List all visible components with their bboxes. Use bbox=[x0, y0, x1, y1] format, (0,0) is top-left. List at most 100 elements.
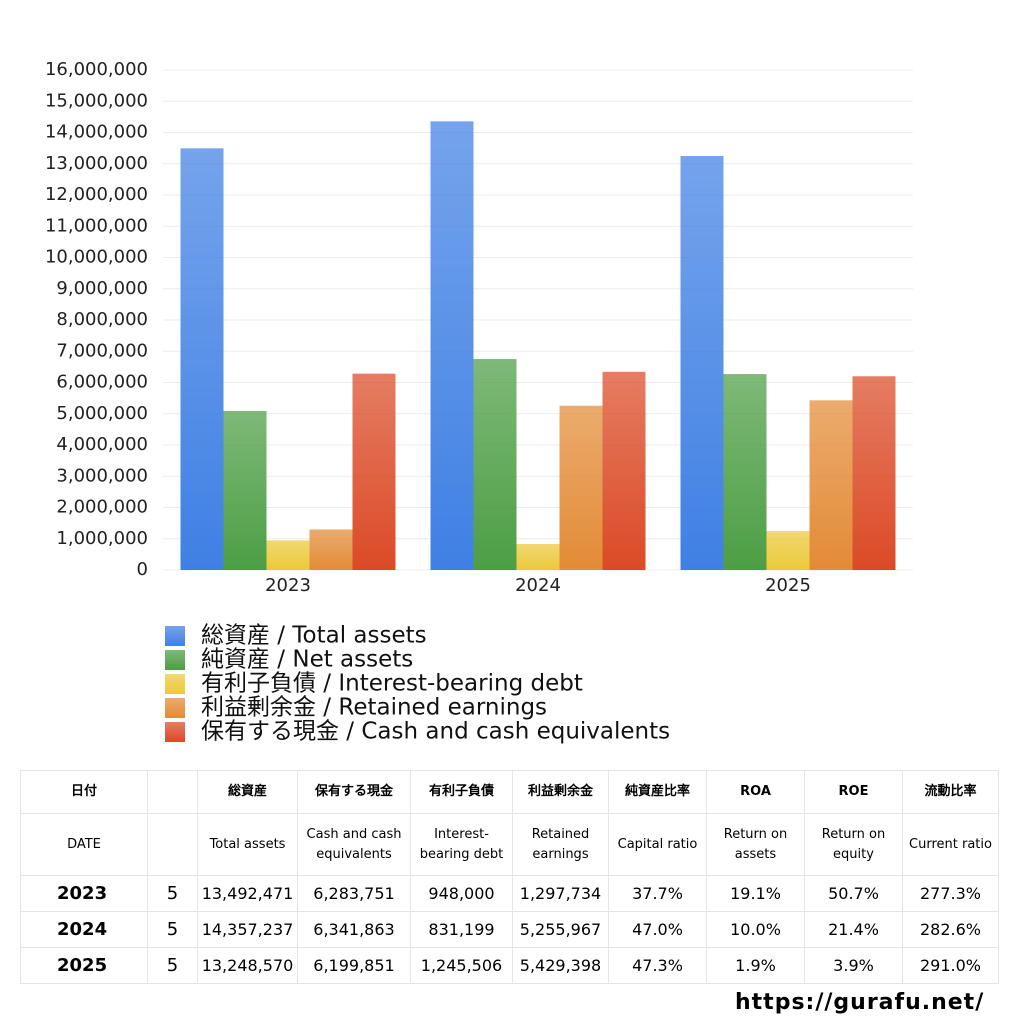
y-tick-label: 12,000,000 bbox=[45, 184, 148, 205]
table-cell: 831,199 bbox=[410, 911, 513, 948]
table-cell: 日付 bbox=[20, 770, 148, 814]
table-cell: 37.7% bbox=[608, 875, 707, 912]
legend-swatch bbox=[165, 698, 185, 718]
table-cell: Capital ratio bbox=[608, 813, 707, 876]
table-cell: 純資産比率 bbox=[608, 770, 707, 814]
table-cell: 3.9% bbox=[804, 947, 903, 984]
bar bbox=[852, 376, 896, 570]
y-tick-label: 2,000,000 bbox=[56, 497, 148, 518]
table-cell: 21.4% bbox=[804, 911, 903, 948]
table-cell: 1,245,506 bbox=[410, 947, 513, 984]
table-row: 2025 5 13,248,570 6,199,851 1,245,506 5,429,3… bbox=[20, 947, 999, 984]
data-table: 日付 総資産 保有する現金 有利子負債 利益剰余金 純資産比率 ROA ROE 流動比率 DATE… bbox=[20, 770, 999, 984]
table-cell: 5 bbox=[147, 947, 198, 984]
table-cell: Return on assets bbox=[706, 813, 805, 876]
bar bbox=[766, 531, 810, 570]
y-tick-label: 1,000,000 bbox=[56, 528, 148, 549]
table-cell: Return on equity bbox=[804, 813, 903, 876]
table-cell: 総資産 bbox=[197, 770, 298, 814]
bar bbox=[352, 373, 396, 570]
bar bbox=[473, 359, 517, 570]
bar bbox=[266, 540, 310, 570]
table-cell: 277.3% bbox=[902, 875, 999, 912]
y-tick-label: 5,000,000 bbox=[56, 403, 148, 424]
legend-swatch bbox=[165, 722, 185, 742]
bar bbox=[723, 374, 767, 570]
table-cell: 2023 bbox=[20, 875, 148, 912]
table-cell: 2025 bbox=[20, 947, 148, 984]
table-row: DATE Total assets Cash and cash equivalent… bbox=[20, 813, 999, 876]
bar bbox=[680, 155, 724, 571]
table-row: 日付 総資産 保有する現金 有利子負債 利益剰余金 純資産比率 ROA ROE 流動比率 bbox=[20, 770, 999, 814]
y-tick-label: 10,000,000 bbox=[45, 247, 148, 268]
table-cell: 2024 bbox=[20, 911, 148, 948]
bar bbox=[516, 544, 560, 570]
table-cell: ROE bbox=[804, 770, 903, 814]
legend-swatch bbox=[165, 650, 185, 670]
y-tick-label: 0 bbox=[137, 559, 148, 580]
legend-label: 保有する現金 / Cash and cash equivalents bbox=[201, 719, 670, 745]
table-cell: 6,199,851 bbox=[297, 947, 411, 984]
table-cell: 6,341,863 bbox=[297, 911, 411, 948]
table-cell: Total assets bbox=[197, 813, 298, 876]
table-row: 2024 5 14,357,237 6,341,863 831,199 5,255,967… bbox=[20, 911, 999, 948]
table-cell: 13,248,570 bbox=[197, 947, 298, 984]
legend-swatch bbox=[165, 674, 185, 694]
table-row: 2023 5 13,492,471 6,283,751 948,000 1,297,734… bbox=[20, 875, 999, 912]
table-cell: 14,357,237 bbox=[197, 911, 298, 948]
table-cell: 13,492,471 bbox=[197, 875, 298, 912]
table-cell: 5,429,398 bbox=[512, 947, 609, 984]
table-cell: Retained earnings bbox=[512, 813, 609, 876]
y-tick-label: 9,000,000 bbox=[56, 278, 148, 299]
table-cell: 流動比率 bbox=[902, 770, 999, 814]
legend-label: 利益剰余金 / Retained earnings bbox=[201, 695, 547, 721]
table-cell: Current ratio bbox=[902, 813, 999, 876]
table-cell: 10.0% bbox=[706, 911, 805, 948]
table-cell: 50.7% bbox=[804, 875, 903, 912]
y-tick-label: 11,000,000 bbox=[45, 215, 148, 236]
chart: 0 1,000,000 2,000,000 3,000,000 4,000,000 5,0… bbox=[45, 59, 913, 745]
bar bbox=[809, 400, 853, 570]
y-tick-label: 4,000,000 bbox=[56, 434, 148, 455]
y-tick-label: 15,000,000 bbox=[45, 90, 148, 111]
table-cell: 保有する現金 bbox=[297, 770, 411, 814]
bar bbox=[180, 148, 224, 570]
table-cell: 5 bbox=[147, 875, 198, 912]
table-cell: 有利子負債 bbox=[410, 770, 513, 814]
table-cell: 5,255,967 bbox=[512, 911, 609, 948]
y-tick-label: 14,000,000 bbox=[45, 122, 148, 143]
y-tick-label: 16,000,000 bbox=[45, 59, 148, 80]
y-tick-label: 8,000,000 bbox=[56, 309, 148, 330]
x-tick-label: 2025 bbox=[765, 575, 811, 596]
table-cell: 47.3% bbox=[608, 947, 707, 984]
bar bbox=[430, 121, 474, 571]
table-cell: 利益剰余金 bbox=[512, 770, 609, 814]
table-cell: 282.6% bbox=[902, 911, 999, 948]
footer-url: https://gurafu.net/ bbox=[735, 990, 985, 1015]
table-cell: Interest-bearing debt bbox=[410, 813, 513, 876]
table-cell: Cash and cash equivalents bbox=[297, 813, 411, 876]
table-cell: 291.0% bbox=[902, 947, 999, 984]
y-tick-label: 13,000,000 bbox=[45, 153, 148, 174]
table-cell bbox=[147, 813, 198, 876]
bar bbox=[559, 405, 603, 570]
table-cell: 1.9% bbox=[706, 947, 805, 984]
legend-label: 総資産 / Total assets bbox=[201, 623, 427, 649]
y-tick-label: 6,000,000 bbox=[56, 372, 148, 393]
bar bbox=[602, 371, 646, 570]
table-cell: 1,297,734 bbox=[512, 875, 609, 912]
table-cell: 948,000 bbox=[410, 875, 513, 912]
bar bbox=[309, 529, 353, 570]
legend-swatch bbox=[165, 626, 185, 646]
y-tick-label: 3,000,000 bbox=[56, 465, 148, 486]
table-cell: DATE bbox=[20, 813, 148, 876]
table-cell: 47.0% bbox=[608, 911, 707, 948]
table-cell: 6,283,751 bbox=[297, 875, 411, 912]
y-tick-label: 7,000,000 bbox=[56, 340, 148, 361]
x-tick-label: 2023 bbox=[265, 575, 311, 596]
bar bbox=[223, 410, 267, 570]
table-cell: ROA bbox=[706, 770, 805, 814]
table-cell: 5 bbox=[147, 911, 198, 948]
table-cell: 19.1% bbox=[706, 875, 805, 912]
